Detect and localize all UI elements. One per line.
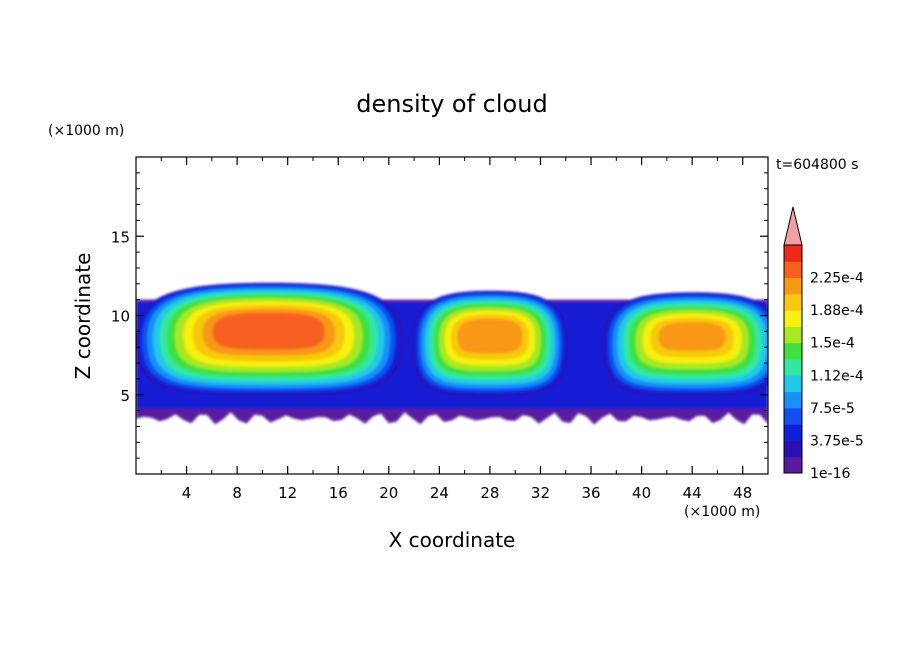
x-tick-label: 16 — [329, 484, 348, 502]
colorbar-extend-arrow — [783, 206, 803, 246]
x-tick-label: 36 — [581, 484, 600, 502]
colorbar-band — [784, 342, 802, 360]
colorbar-label: 1e-16 — [810, 466, 850, 482]
colorbar-label: 1.12e-4 — [810, 368, 864, 384]
y-tick-label: 5 — [120, 387, 130, 405]
x-tick-label: 4 — [182, 484, 192, 502]
x-axis-label: X coordinate — [389, 528, 516, 552]
y-tick-label: 15 — [111, 228, 130, 246]
cell-3-contour — [658, 322, 726, 351]
colorbar-band — [784, 424, 802, 441]
x-tick-label: 44 — [683, 484, 702, 502]
x-tick-label: 28 — [480, 484, 499, 502]
colorbar-band — [784, 277, 802, 295]
x-tick-label: 20 — [379, 484, 398, 502]
time-label: t=604800 s — [776, 157, 858, 173]
colorbar-label: 3.75e-5 — [810, 433, 864, 449]
cell-2-contour — [457, 318, 523, 354]
colorbar-band — [784, 456, 802, 474]
x-tick-label: 8 — [232, 484, 242, 502]
colorbar-band — [784, 326, 802, 344]
colorbar-label: 1.88e-4 — [810, 303, 864, 319]
colorbar-label: 1.5e-4 — [810, 336, 855, 352]
colorbar-label: 2.25e-4 — [810, 271, 864, 287]
colorbar-band — [784, 407, 802, 425]
colorbar-band — [784, 310, 802, 327]
colorbar-band — [784, 375, 802, 393]
colorbar-band — [784, 245, 802, 262]
x-tick-label: 24 — [430, 484, 449, 502]
chart-title: density of cloud — [356, 90, 547, 118]
x-tick-label: 32 — [531, 484, 550, 502]
colorbar-label: 7.5e-5 — [810, 401, 855, 417]
colorbar-band — [784, 261, 802, 279]
colorbar: 1e-16 3.75e-5 7.5e-5 1.12e-4 1.5e-4 1.88e-4 2.… — [783, 206, 864, 482]
density-field — [136, 282, 768, 425]
x-tick-label: 48 — [733, 484, 752, 502]
y-unit-label: (×1000 m) — [48, 123, 124, 139]
colorbar-band — [784, 391, 802, 409]
y-tick-label: 10 — [111, 308, 130, 326]
density-contours — [136, 282, 768, 425]
x-tick-label: 12 — [278, 484, 297, 502]
x-tick-label: 40 — [632, 484, 651, 502]
cell-1-contour — [212, 312, 325, 350]
colorbar-band — [784, 359, 802, 376]
colorbar-band — [784, 293, 802, 311]
y-axis-label: Z coordinate — [71, 253, 95, 380]
colorbar-band — [784, 440, 802, 458]
x-unit-label: (×1000 m) — [684, 504, 760, 520]
